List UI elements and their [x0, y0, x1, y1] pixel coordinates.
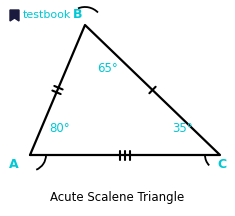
Text: 80°: 80°	[50, 121, 70, 135]
Text: A: A	[9, 159, 19, 172]
Polygon shape	[10, 10, 19, 21]
Text: Acute Scalene Triangle: Acute Scalene Triangle	[50, 192, 185, 205]
Text: 35°: 35°	[172, 121, 192, 135]
Text: 65°: 65°	[98, 62, 118, 75]
Text: B: B	[73, 8, 83, 22]
Text: testbook: testbook	[23, 10, 71, 20]
Text: C: C	[217, 159, 227, 172]
